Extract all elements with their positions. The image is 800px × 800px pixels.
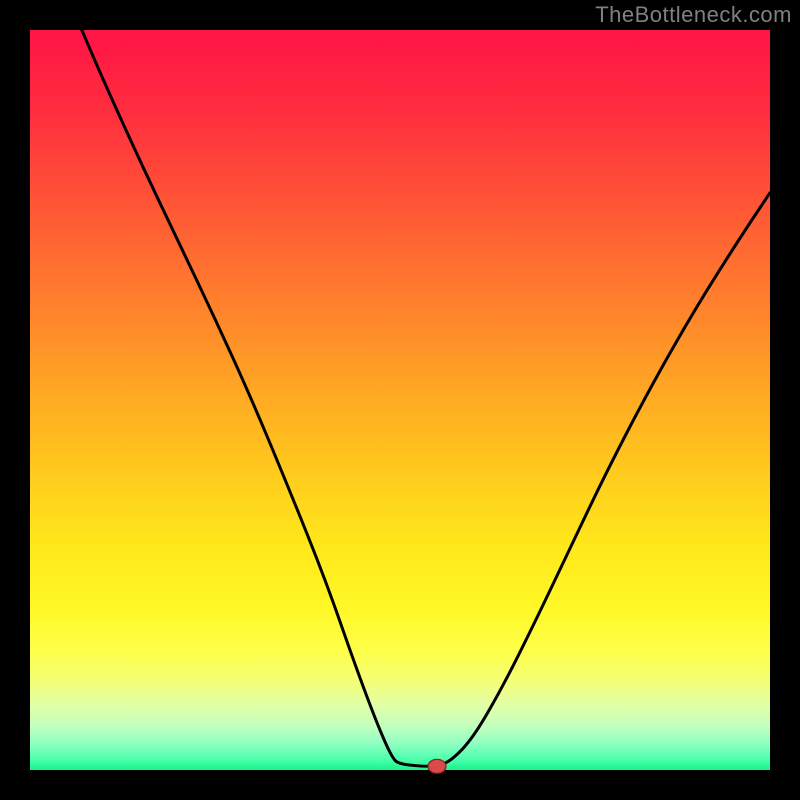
chart-root: TheBottleneck.com [0,0,800,800]
watermark-text: TheBottleneck.com [595,2,792,28]
plot-area-gradient [30,30,770,770]
chart-svg [0,0,800,800]
optimum-marker [428,759,446,773]
